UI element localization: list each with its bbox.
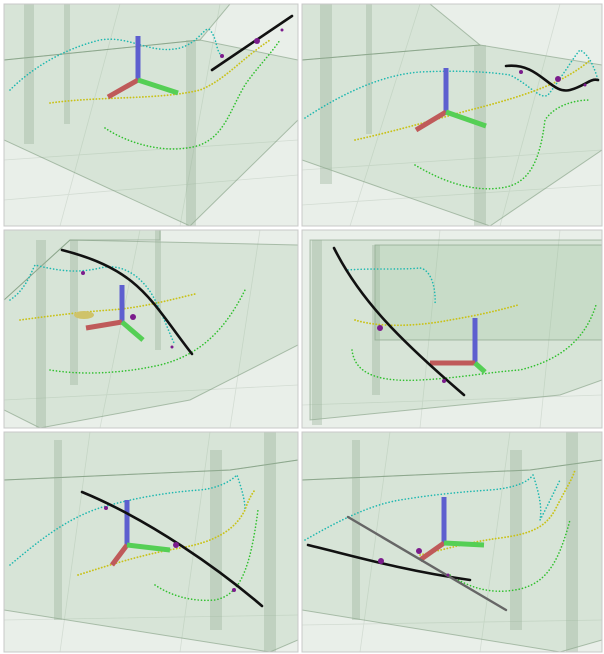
viewport-2	[302, 4, 602, 226]
marker	[171, 346, 174, 349]
marker	[104, 506, 108, 510]
marker	[447, 574, 450, 577]
box-edge	[155, 230, 161, 350]
box-edge	[36, 240, 46, 428]
box-edge	[24, 4, 34, 144]
box-edge	[312, 240, 322, 425]
box-edge	[352, 440, 360, 620]
marker	[173, 542, 179, 548]
page	[0, 0, 604, 654]
box-wall	[375, 245, 602, 340]
marker	[377, 325, 383, 331]
marker	[130, 314, 136, 320]
box-edge	[54, 440, 62, 620]
box-edge	[264, 432, 276, 652]
box-edge	[210, 450, 222, 630]
box-edge	[566, 432, 578, 652]
box-edge	[366, 4, 372, 134]
viewport-4	[302, 230, 602, 428]
marker	[378, 558, 384, 564]
marker	[555, 76, 561, 82]
box-edge	[64, 4, 70, 124]
box-edge	[372, 245, 380, 395]
viewport-5	[4, 432, 298, 652]
marker	[81, 271, 85, 275]
marker	[254, 38, 260, 44]
viewer-grid	[0, 0, 604, 654]
box-edge	[320, 4, 332, 184]
viewport-1	[4, 4, 298, 226]
viewport-6	[302, 432, 602, 652]
viewport-3	[4, 230, 298, 428]
marker	[281, 29, 284, 32]
marker	[442, 379, 446, 383]
marker	[519, 70, 523, 74]
object	[74, 311, 94, 319]
y-axis	[444, 543, 484, 545]
marker	[584, 84, 587, 87]
marker	[220, 54, 224, 58]
marker	[416, 548, 422, 554]
box-edge	[510, 450, 522, 630]
box-edge	[186, 40, 196, 226]
marker	[232, 588, 236, 592]
